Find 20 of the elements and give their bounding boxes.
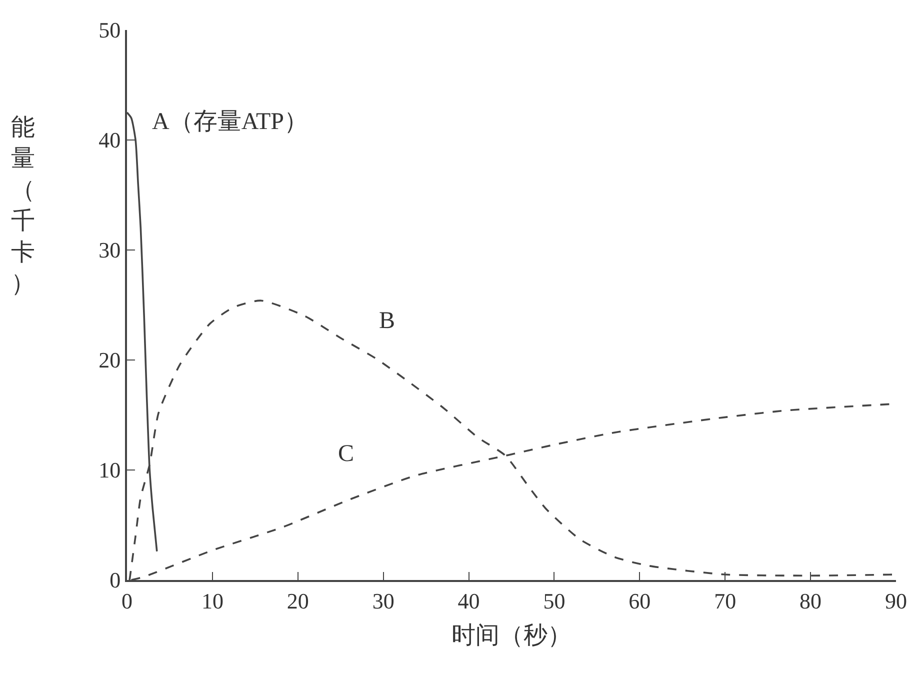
y-tick-label: 30	[98, 238, 121, 263]
x-tick-label: 50	[543, 588, 566, 614]
x-axis-title: 时间（秒）	[452, 623, 572, 650]
x-tick-label: 70	[714, 588, 736, 614]
x-tick-label: 90	[885, 588, 907, 614]
y-tick-label: 0	[110, 568, 121, 593]
series-label: C	[338, 441, 354, 467]
series-label: B	[379, 308, 396, 334]
y-tick-label: 40	[98, 128, 121, 153]
y-axis-title: 能量（千卡）	[11, 115, 35, 297]
x-tick-label: 40	[458, 588, 480, 614]
y-tick-label: 20	[98, 348, 121, 373]
y-tick-label: 10	[98, 458, 121, 483]
series-label: A（存量ATP）	[152, 109, 308, 135]
x-tick-label: 10	[201, 588, 224, 614]
x-tick-label: 80	[800, 588, 822, 614]
x-tick-label: 30	[372, 588, 394, 614]
x-tick-label: 60	[628, 588, 651, 614]
x-tick-label: 20	[286, 588, 309, 614]
y-tick-label: 50	[98, 18, 121, 43]
